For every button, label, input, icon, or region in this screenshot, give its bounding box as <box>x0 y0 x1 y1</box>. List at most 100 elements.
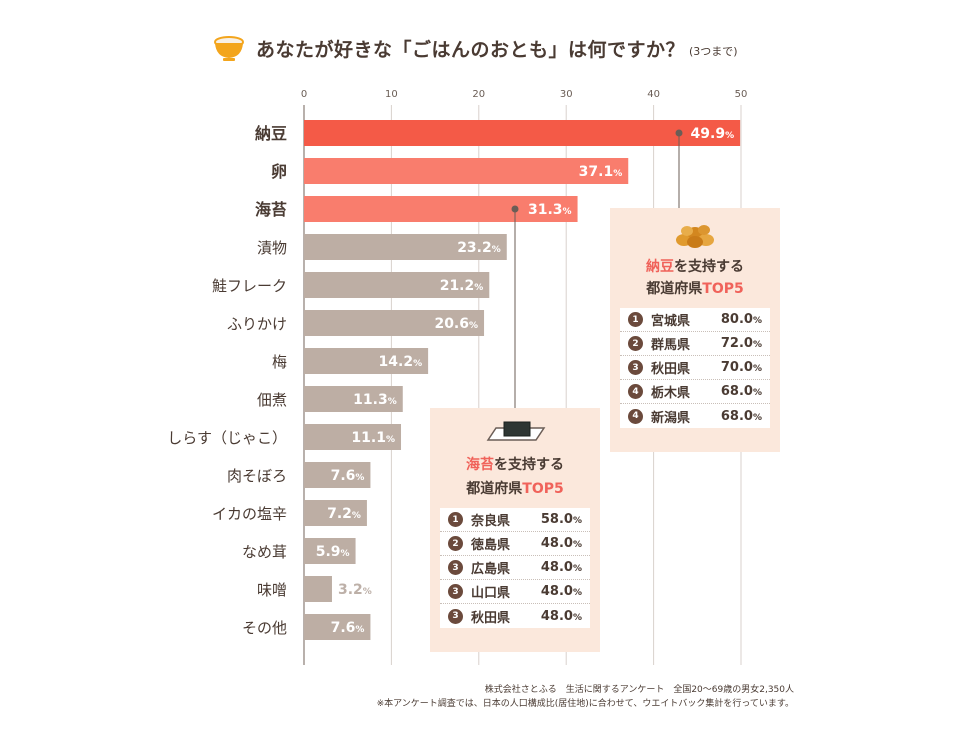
prefecture-value: 68.0% <box>721 409 762 424</box>
value-label-unit: % <box>341 549 350 559</box>
prefecture-name: 徳島県 <box>471 538 511 553</box>
value-label-unit: % <box>355 473 364 483</box>
value-label-number: 7.2 <box>327 506 352 522</box>
value-label: 14.2% <box>379 354 423 370</box>
natto-panel-heading: 納豆を支持する <box>610 256 780 278</box>
prefecture-value: 80.0% <box>721 312 762 327</box>
prefecture-value-number: 68.0 <box>720 384 753 399</box>
bar <box>304 538 356 564</box>
chart-title-row: あなたが好きな「ごはんのおとも」は何ですか？ (3つまで) <box>212 30 738 66</box>
value-label-number: 21.2 <box>440 278 475 294</box>
source-line: 株式会社さとふる 生活に関するアンケート 全国20～69歳の男女2,350人 <box>484 685 794 695</box>
value-label-number: 11.3 <box>353 392 388 408</box>
value-label-unit: % <box>363 587 372 597</box>
prefecture-name: 秋田県 <box>651 362 691 377</box>
natto-icon <box>676 225 714 248</box>
prefecture-value-number: 80.0 <box>720 312 753 327</box>
value-label: 20.6% <box>434 316 478 332</box>
prefecture-value-unit: % <box>572 540 582 550</box>
natto-pointer-dot <box>675 129 683 137</box>
value-label: 37.1% <box>579 164 623 180</box>
value-label-unit: % <box>469 321 478 331</box>
bar <box>304 386 403 412</box>
prefecture-value: 48.0% <box>541 560 582 575</box>
bar <box>304 310 485 336</box>
category-label: 味噌 <box>257 581 287 599</box>
chart-title-note: (3つまで) <box>689 45 738 58</box>
value-label-number: 7.6 <box>331 620 356 636</box>
nori-icon <box>486 421 546 441</box>
value-label-number: 37.1 <box>579 164 614 180</box>
rank-badge: 1 <box>628 312 643 327</box>
natto-heading-highlight: 納豆 <box>646 259 674 275</box>
prefecture-value-unit: % <box>752 316 762 326</box>
natto-subheading-highlight: TOP5 <box>702 281 744 297</box>
value-label: 7.6% <box>331 620 365 636</box>
nori-panel-subheading: 都道府県TOP5 <box>430 478 600 500</box>
value-label-unit: % <box>355 625 364 635</box>
x-tick-label: 0 <box>301 89 307 100</box>
rank-badge: 2 <box>628 336 643 351</box>
chart-title: あなたが好きな「ごはんのおとも」は何ですか？ <box>256 38 686 61</box>
category-label: 梅 <box>272 353 287 371</box>
prefecture-value-unit: % <box>752 388 762 398</box>
natto-heading-rest: を支持する <box>674 259 744 275</box>
bar <box>304 120 741 146</box>
natto-subheading-rest: 都道府県 <box>646 281 703 297</box>
bar <box>304 424 402 450</box>
bar <box>304 348 429 374</box>
prefecture-value-number: 48.0 <box>540 608 573 624</box>
prefecture-name: 奈良県 <box>471 514 511 529</box>
value-label-number: 11.1 <box>351 430 386 446</box>
category-label: 肉そぼろ <box>227 467 287 485</box>
bar <box>304 576 332 602</box>
category-label: なめ茸 <box>242 543 287 561</box>
value-label-number: 31.3 <box>528 202 563 218</box>
prefecture-value-number: 48.0 <box>540 560 573 575</box>
value-label: 7.6% <box>331 468 365 484</box>
prefecture-value: 70.0% <box>721 360 762 375</box>
rank-badge: 3 <box>448 584 463 599</box>
prefecture-value: 48.0% <box>541 609 582 624</box>
category-label: イカの塩辛 <box>212 505 287 523</box>
category-label: ふりかけ <box>227 315 287 333</box>
prefecture-value-unit: % <box>752 364 762 374</box>
bar <box>304 272 490 298</box>
bar <box>304 234 507 260</box>
prefecture-name: 新潟県 <box>651 410 691 426</box>
bar <box>304 500 367 526</box>
prefecture-value: 48.0% <box>541 584 582 599</box>
rank-badge: 3 <box>628 360 643 375</box>
rank-row: 1 奈良県 58.0% <box>440 508 590 532</box>
x-tick-label: 20 <box>472 89 485 100</box>
prefecture-value-number: 48.0 <box>540 536 573 551</box>
prefecture-value-number: 48.0 <box>540 584 573 599</box>
rank-badge: 4 <box>628 384 643 399</box>
bars <box>304 120 741 640</box>
nori-rank-table: 1 奈良県 58.0% 2 徳島県 48.0% 3 広島県 48.0% 3 山口県 48.0% 3 秋田県… <box>440 508 590 628</box>
value-label-number: 23.2 <box>457 240 492 256</box>
category-label: 鮭フレーク <box>212 277 287 295</box>
nori-heading-highlight: 海苔 <box>466 457 494 473</box>
x-tick-label: 30 <box>560 89 573 100</box>
value-label-unit: % <box>492 245 501 255</box>
nori-pointer-dot <box>511 205 519 213</box>
prefecture-value: 72.0% <box>721 336 762 351</box>
value-label: 7.2% <box>327 506 361 522</box>
prefecture-value-unit: % <box>572 588 582 598</box>
x-tick-label: 50 <box>735 89 748 100</box>
prefecture-name: 山口県 <box>471 586 511 601</box>
rank-row: 2 群馬県 72.0% <box>620 332 770 356</box>
prefecture-value-unit: % <box>752 412 762 423</box>
prefecture-value: 58.0% <box>541 512 582 527</box>
prefecture-value: 68.0% <box>721 384 762 399</box>
rank-row: 2 徳島県 48.0% <box>440 532 590 556</box>
value-label: 23.2% <box>457 240 501 256</box>
category-label: 海苔 <box>255 200 287 219</box>
value-label-unit: % <box>613 169 622 179</box>
pointer-lines <box>511 129 683 408</box>
prefecture-value-unit: % <box>572 564 582 574</box>
source-footer: 株式会社さとふる 生活に関するアンケート 全国20～69歳の男女2,350人 ※… <box>377 683 794 711</box>
prefecture-value-unit: % <box>572 612 582 623</box>
rank-row: 3 山口県 48.0% <box>440 580 590 604</box>
